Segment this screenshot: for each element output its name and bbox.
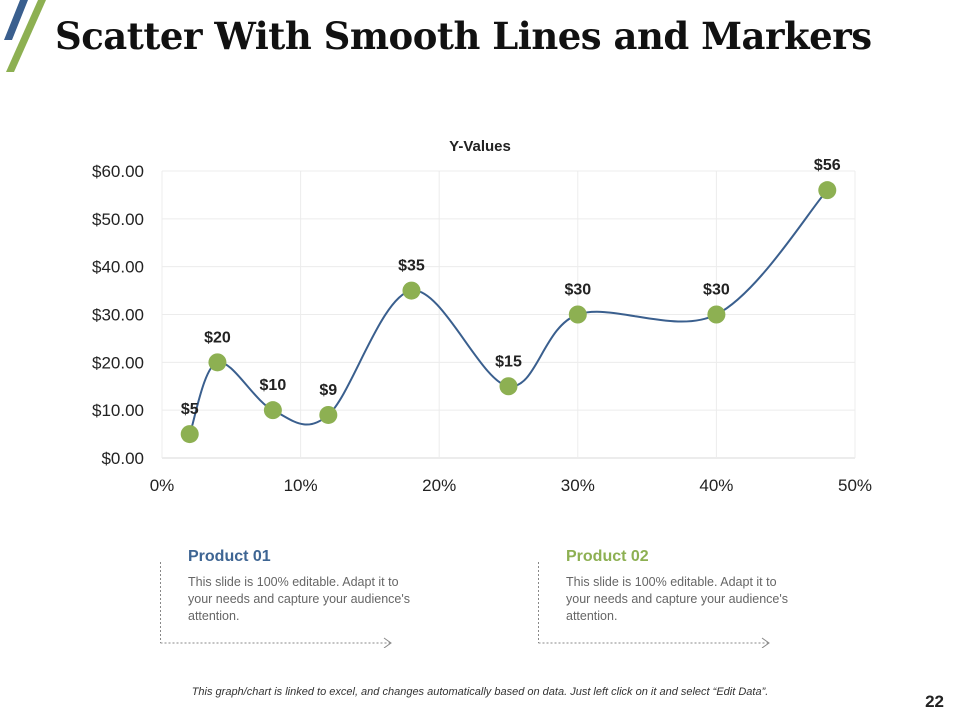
- product-card-1-title: Product 01: [188, 548, 271, 565]
- series-line: [188, 189, 829, 435]
- data-label: $5: [181, 401, 199, 418]
- chart-title: Y-Values: [449, 138, 511, 155]
- dotted-arrow-connector-1: [160, 562, 392, 648]
- x-tick-label: 10%: [284, 476, 318, 495]
- product-card-1: Product 01 This slide is 100% editable. …: [160, 548, 410, 648]
- y-tick-label: $30.00: [92, 306, 144, 325]
- data-point: [818, 181, 837, 200]
- x-tick-label: 30%: [561, 476, 595, 495]
- data-point: [208, 353, 227, 372]
- y-tick-label: $60.00: [92, 162, 144, 181]
- slash-stripe-blue: [4, 0, 28, 40]
- data-label: $10: [260, 377, 287, 394]
- x-tick-label: 40%: [699, 476, 733, 495]
- data-point: [707, 305, 726, 324]
- footnote: This graph/chart is linked to excel, and…: [191, 686, 769, 698]
- scatter-chart: Y-Values $0.00 $10.00 $20.00 $30.00 $40.00 $5…: [92, 138, 872, 495]
- data-point: [180, 425, 199, 444]
- product-card-2: Product 02 This slide is 100% editable. …: [538, 548, 788, 648]
- data-point: [499, 377, 518, 396]
- y-tick-label: $40.00: [92, 258, 144, 277]
- data-label: $30: [703, 282, 730, 299]
- y-tick-label: $10.00: [92, 401, 144, 420]
- data-point: [319, 405, 338, 424]
- product-card-2-text: This slide is 100% editable. Adapt it to…: [566, 575, 788, 623]
- slash-stripe-decoration: [4, 0, 46, 72]
- page-number: 22: [925, 692, 944, 711]
- data-label: $30: [564, 282, 591, 299]
- data-label: $35: [398, 258, 425, 275]
- slide-title: Scatter With Smooth Lines and Markers: [55, 14, 872, 58]
- dotted-arrow-connector-2: [538, 562, 770, 648]
- data-point: [263, 401, 282, 420]
- x-tick-label: 0%: [150, 476, 175, 495]
- product-card-2-title: Product 02: [566, 548, 649, 565]
- data-point: [568, 305, 587, 324]
- y-tick-label: $0.00: [101, 449, 144, 468]
- slash-stripe-green: [6, 0, 46, 72]
- data-label: $15: [495, 353, 522, 370]
- x-tick-label: 50%: [838, 476, 872, 495]
- y-tick-label: $50.00: [92, 210, 144, 229]
- data-label: $9: [319, 382, 337, 399]
- y-tick-label: $20.00: [92, 353, 144, 372]
- data-point: [402, 281, 421, 300]
- x-tick-label: 20%: [422, 476, 456, 495]
- data-label: $20: [204, 329, 231, 346]
- product-card-1-text: This slide is 100% editable. Adapt it to…: [188, 575, 410, 623]
- data-label: $56: [814, 157, 841, 174]
